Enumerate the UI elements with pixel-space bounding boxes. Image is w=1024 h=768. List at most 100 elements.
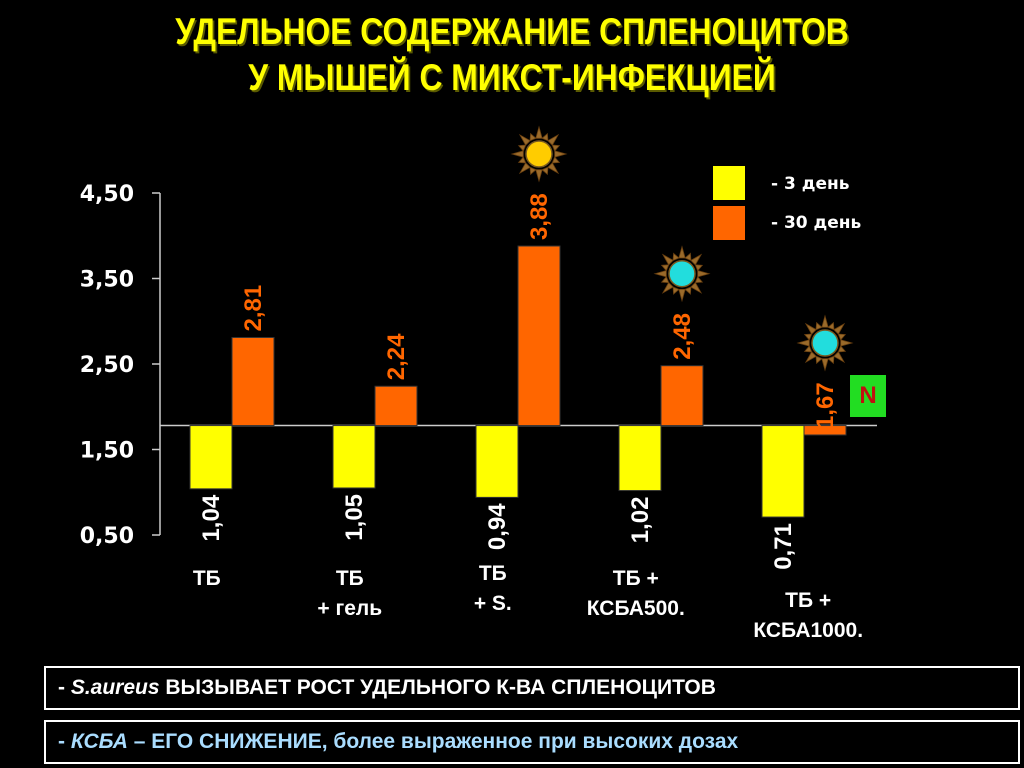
sun-ray [517,144,527,152]
sun-ray [804,322,817,335]
legend-swatch-3-day [713,166,745,200]
sun-disc [525,140,553,168]
sun-ray [554,150,568,158]
data-label-3-day: 1,04 [198,494,225,541]
sun-ray [547,162,560,175]
note-2-rest: – ЕГО СНИЖЕНИЕ, более выраженное при выс… [127,730,739,753]
note-1-italic: S.aureus [70,676,160,699]
sun-ray [694,276,704,284]
sun-disc [668,259,696,288]
category-label: ТБ [193,567,221,590]
sun-ray [827,355,835,365]
bar-30-day [374,385,418,427]
cyan-sun-icon [796,314,854,372]
sun-ray [697,270,711,278]
data-label-3-day: 0,94 [484,503,511,550]
legend-swatch-30-day [713,206,745,240]
data-label-3-day: 0,71 [770,523,797,570]
category-label: ТБ [336,567,364,590]
sun-ray [815,321,823,331]
bar-3-day [189,425,233,490]
data-label-30-day: 1,67 [812,382,839,429]
sun-ray [821,314,829,328]
note-1-rest: ВЫЗЫВАЕТ РОСТ УДЕЛЬНОГО К-ВА СПЛЕНОЦИТОВ [159,676,716,699]
note-1-prefix: - [58,676,71,699]
bar-3-day [475,425,519,498]
data-label-30-day: 3,88 [526,193,553,240]
sun-ray [529,132,537,142]
sun-ray [815,355,823,365]
sun-ray [840,339,854,347]
y-tick-label: 2,50 [80,353,134,378]
sun-ray [529,166,537,176]
sun-ray [684,286,692,295]
sun-ray [672,286,680,295]
note-line-1: - S.aureus ВЫЗЫВАЕТ РОСТ УДЕЛЬНОГО К-ВА … [44,666,1020,710]
sun-ray [535,169,543,183]
sun-ray [661,281,674,294]
sun-ray [690,253,703,266]
category-label: ТБ [479,562,507,585]
bar-3-day [332,425,376,489]
sun-ray [541,132,549,142]
sun-ray [551,156,561,164]
category-label: КСБА1000. [753,619,863,642]
sun-ray [803,345,813,353]
sun-ray [694,264,704,272]
sun-ray [541,166,549,176]
bar-30-day [803,425,847,436]
chart-title-line2: У МЫШЕЙ С МИКСТ-ИНФЕКЦИЕЙ [248,57,776,98]
sun-ray [833,322,846,335]
norm-badge: N [850,375,886,417]
sun-ray [547,133,560,146]
sun-ray [827,321,835,331]
sun-ray [837,333,847,341]
data-label-30-day: 2,48 [669,313,696,360]
sun-ray [821,358,829,372]
sun-disc [811,329,839,357]
bar-3-day [618,425,662,492]
bar-3-day [761,425,805,518]
y-tick-label: 3,50 [80,268,134,293]
y-tick-label: 0,50 [80,524,134,549]
note-line-2: - КСБА – ЕГО СНИЖЕНИЕ, более выраженное … [44,720,1020,764]
data-label-3-day: 1,05 [341,494,368,541]
sun-ray [796,339,810,347]
sun-ray [660,276,670,284]
sun-ray [518,133,531,146]
category-label: ТБ + [785,589,831,612]
category-label: КСБА500. [587,597,685,620]
bar-30-day [517,245,561,427]
y-tick-label: 4,50 [80,182,134,207]
sun-icon [510,125,568,183]
data-label-30-day: 2,24 [383,333,410,380]
cyan-sun-icon [653,245,711,303]
sun-ray [653,270,667,278]
sun-ray [804,351,817,364]
sun-ray [551,144,561,152]
legend-label-3-day: - 3 день [771,174,850,194]
sun-ray [518,162,531,175]
bar-30-day [660,365,704,427]
legend-label-30-day: - 30 день [771,213,862,233]
sun-ray [517,156,527,164]
data-label-30-day: 2,81 [240,285,267,332]
sun-ray [837,345,847,353]
y-tick-label: 1,50 [80,439,134,464]
chart-title-line1: УДЕЛЬНОЕ СОДЕРЖАНИЕ СПЛЕНОЦИТОВ [175,11,849,52]
sun-ray [672,252,680,262]
category-label: + S. [474,592,512,615]
sun-ray [510,150,524,158]
bar-30-day [231,336,275,427]
sun-ray [803,333,813,341]
sun-ray [690,281,703,294]
sun-ray [684,252,692,262]
category-label: ТБ + [613,567,659,590]
sun-ray [678,245,686,259]
sun-ray [535,125,543,139]
note-2-italic: КСБА [70,730,128,753]
category-label: + гель [317,597,382,620]
sun-ray [678,288,686,303]
sun-ray [661,253,674,266]
